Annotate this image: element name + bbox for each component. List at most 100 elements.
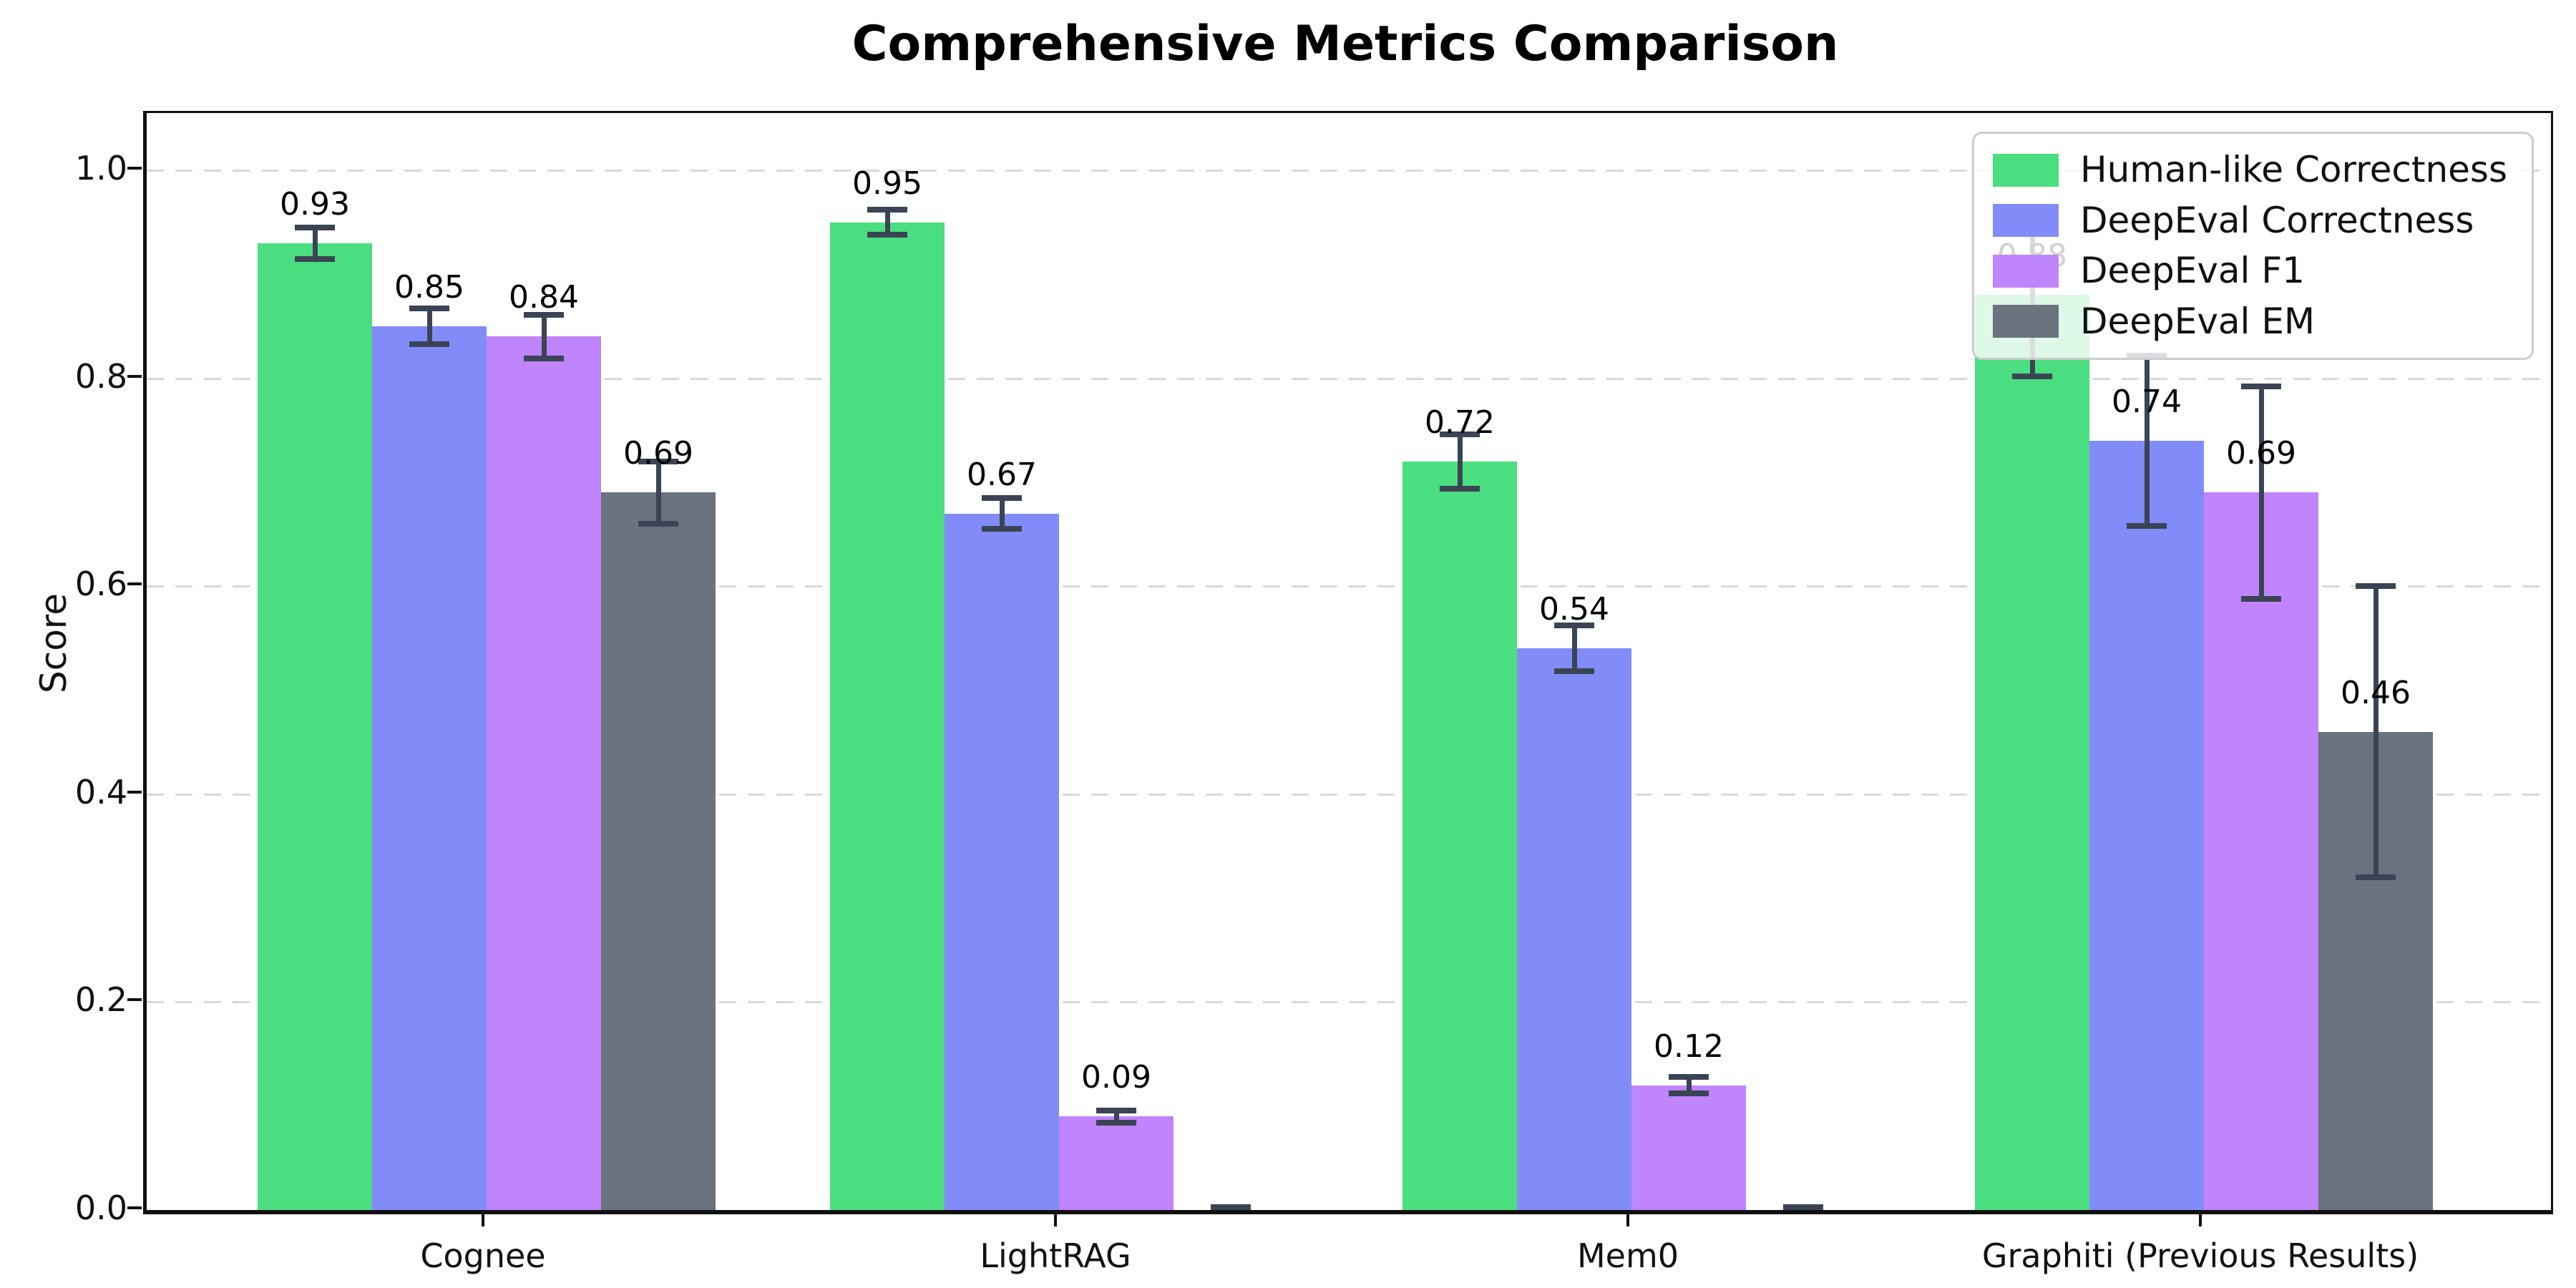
error-bar bbox=[999, 497, 1005, 530]
y-axis-label: Score bbox=[33, 592, 74, 694]
error-bar-cap bbox=[524, 311, 564, 318]
y-tick-mark bbox=[127, 998, 142, 1002]
bar bbox=[258, 243, 372, 1210]
legend-label: DeepEval Correctness bbox=[2079, 199, 2474, 241]
x-tick-mark bbox=[1054, 1212, 1057, 1226]
error-bar-cap bbox=[982, 526, 1022, 532]
error-bar bbox=[541, 314, 547, 358]
error-bar-cap bbox=[1783, 1204, 1823, 1210]
y-tick-label: 0.0 bbox=[74, 1189, 127, 1227]
error-bar-cap bbox=[1096, 1119, 1136, 1126]
y-tick-label: 0.4 bbox=[74, 772, 127, 811]
y-tick-label: 0.2 bbox=[74, 980, 127, 1020]
error-bar-cap bbox=[524, 356, 564, 361]
y-tick-mark bbox=[127, 790, 142, 794]
y-tick-mark bbox=[127, 167, 142, 170]
legend-item: DeepEval EM bbox=[1992, 300, 2507, 343]
error-bar-cap bbox=[2241, 595, 2281, 602]
legend-label: Human-like Correctness bbox=[2079, 149, 2507, 190]
plot-area: 0.930.950.720.880.850.670.540.740.840.09… bbox=[143, 111, 2553, 1214]
bar bbox=[1059, 1116, 1174, 1210]
bar-value-label: 0.54 bbox=[1539, 591, 1609, 628]
gridline bbox=[147, 585, 2551, 588]
chart-title: Comprehensive Metrics Comparison bbox=[852, 16, 1839, 72]
error-bar-cap bbox=[2241, 384, 2281, 390]
bar-value-label: 0.69 bbox=[2226, 435, 2296, 472]
bar-value-label: 0.93 bbox=[280, 185, 350, 223]
legend-label: DeepEval EM bbox=[2079, 300, 2316, 342]
error-bar-cap bbox=[638, 521, 678, 527]
bar bbox=[487, 336, 601, 1210]
error-bar bbox=[2373, 586, 2379, 878]
legend-item: DeepEval Correctness bbox=[1992, 199, 2507, 242]
y-tick-label: 0.6 bbox=[74, 565, 127, 604]
bar-value-label: 0.12 bbox=[1654, 1028, 1724, 1065]
bar-value-label: 0.09 bbox=[1081, 1059, 1151, 1096]
bar-value-label: 0.67 bbox=[967, 456, 1037, 493]
error-bar-cap bbox=[982, 494, 1022, 501]
y-tick-label: 1.0 bbox=[74, 149, 127, 187]
gridline bbox=[147, 1001, 2551, 1004]
x-tick-mark bbox=[1626, 1212, 1629, 1226]
x-tick-mark bbox=[482, 1212, 484, 1226]
error-bar-cap bbox=[1554, 623, 1594, 629]
bar bbox=[1631, 1085, 1746, 1210]
error-bar bbox=[655, 461, 661, 525]
error-bar-cap bbox=[2127, 522, 2167, 529]
error-bar-cap bbox=[409, 341, 449, 347]
bar bbox=[830, 222, 945, 1210]
bar-value-label: 0.72 bbox=[1425, 404, 1495, 441]
bar bbox=[372, 326, 487, 1210]
error-bar-cap bbox=[1669, 1091, 1709, 1097]
gridline bbox=[147, 793, 2551, 796]
error-bar-cap bbox=[295, 255, 335, 262]
bar-value-label: 0.74 bbox=[2112, 383, 2182, 420]
bar-value-label: 0.46 bbox=[2341, 674, 2411, 711]
error-bar-cap bbox=[2356, 874, 2396, 881]
y-tick-mark bbox=[127, 582, 142, 586]
x-category-label: Mem0 bbox=[1576, 1236, 1679, 1275]
bar bbox=[1975, 295, 2089, 1210]
error-bar bbox=[2258, 386, 2264, 599]
x-category-label: Cognee bbox=[420, 1236, 546, 1275]
y-tick-mark bbox=[127, 1206, 142, 1209]
legend-item: DeepEval F1 bbox=[1992, 250, 2507, 292]
error-bar-cap bbox=[1669, 1074, 1709, 1080]
error-bar-cap bbox=[2356, 583, 2396, 590]
legend-box: Human-like Correctness DeepEval Correctne… bbox=[1971, 132, 2534, 360]
error-bar bbox=[426, 308, 432, 344]
error-bar bbox=[884, 210, 890, 235]
error-bar-cap bbox=[1440, 485, 1480, 492]
legend-swatch bbox=[1992, 153, 2059, 187]
bar bbox=[1517, 648, 1631, 1210]
x-category-label: Graphiti (Previous Results) bbox=[1981, 1236, 2419, 1275]
bar-value-label: 0.69 bbox=[623, 435, 693, 472]
gridline bbox=[147, 170, 2551, 172]
x-tick-mark bbox=[2199, 1212, 2202, 1226]
error-bar-cap bbox=[867, 207, 907, 213]
bar bbox=[601, 492, 716, 1210]
error-bar-cap bbox=[409, 306, 449, 312]
bar-value-label: 0.95 bbox=[852, 165, 922, 202]
bar bbox=[2089, 440, 2204, 1210]
bar bbox=[945, 513, 1059, 1210]
legend-label: DeepEval F1 bbox=[2079, 250, 2305, 291]
error-bar bbox=[1113, 1110, 1119, 1123]
legend-swatch bbox=[1992, 305, 2059, 338]
bar-value-label: 0.84 bbox=[509, 279, 579, 316]
legend-item: Human-like Correctness bbox=[1992, 149, 2507, 191]
error-bar bbox=[1457, 434, 1463, 489]
error-bar-cap bbox=[638, 458, 678, 464]
error-bar-cap bbox=[867, 232, 907, 238]
error-bar-cap bbox=[2012, 373, 2052, 379]
error-bar bbox=[1571, 625, 1577, 672]
error-bar-cap bbox=[295, 224, 335, 230]
error-bar-cap bbox=[1211, 1204, 1251, 1210]
error-bar bbox=[312, 227, 318, 259]
bar bbox=[1402, 461, 1517, 1210]
x-category-label: LightRAG bbox=[980, 1236, 1131, 1275]
error-bar-cap bbox=[1096, 1107, 1136, 1113]
gridline bbox=[147, 377, 2551, 380]
error-bar bbox=[1686, 1077, 1692, 1094]
